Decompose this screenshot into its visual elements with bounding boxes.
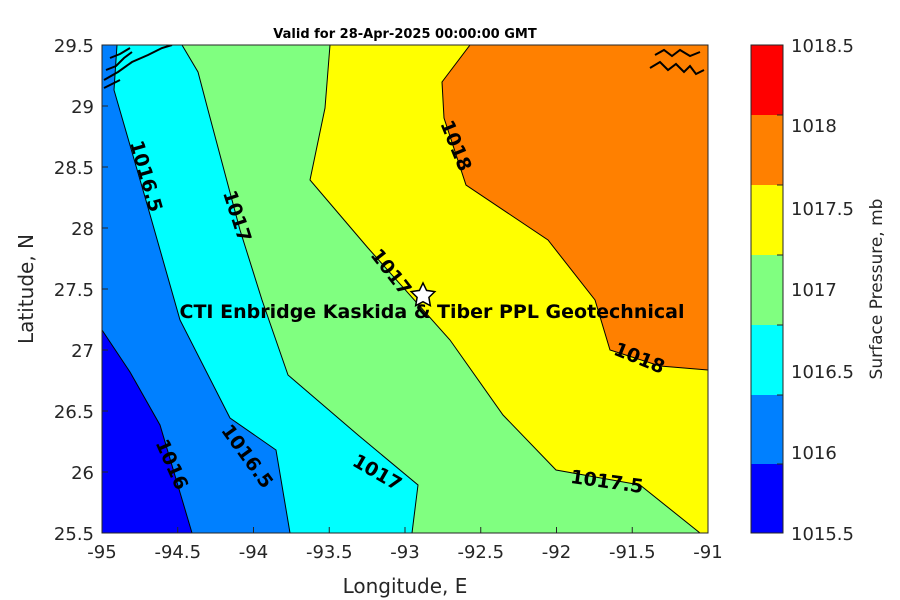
y-tick-label: 28 [71,219,94,240]
region-1015-5 [102,330,192,533]
x-axis-title: Longitude, E [343,574,468,598]
map-plot-area: 1016.5 1017 1018 1017 1018 1016 1016.5 1… [102,45,708,533]
colorbar-tick-label: 1016 [791,443,837,464]
contour-lines [102,45,708,533]
colorbar-tick-label: 1018 [791,116,837,137]
x-tick-label: -91.5 [609,542,656,563]
x-tick-label: -93.5 [306,542,353,563]
colorbar-tick-label: 1016.5 [791,362,854,383]
y-tick-label: 27 [71,341,94,362]
colorbar-title: Surface Pressure, mb [867,199,887,380]
y-tick-label: 26.5 [54,402,94,423]
colorbar-tick-label: 1017.5 [791,199,854,220]
y-tick-label: 28.5 [54,158,94,179]
x-tick-label: -92 [542,542,571,563]
y-tick-label: 29.5 [54,36,94,57]
colorbar-segment [751,185,783,255]
coastline-east [649,60,705,76]
coastline [103,45,705,89]
y-tick-label: 27.5 [54,280,94,301]
contour-line-1017-5 [309,45,701,533]
x-axis [101,527,709,533]
contour-line-1016-5 [113,45,291,533]
plot-title: Valid for 28-Apr-2025 00:00:00 GMT [273,27,537,42]
colorbar: 1018.5 1018 1017.5 1017 1016.5 1016 1015… [750,36,887,545]
colorbar-frame [750,44,784,534]
contour-line-1017 [181,45,419,533]
x-tick-label: -95 [87,542,116,563]
y-tick-labels: 29.5 29 28.5 28 27.5 27 26.5 26 25.5 [54,36,94,545]
y-tick-label: 26 [71,463,94,484]
x-tick-label: -93 [390,542,419,563]
colorbar-segment [751,395,783,464]
contour-line-1016 [102,329,193,533]
colorbar-segment [751,45,783,115]
y-axis-title: Latitude, N [14,234,38,344]
colorbar-segment [751,255,783,325]
x-tick-label: -91 [693,542,722,563]
y-tick-label: 25.5 [54,524,94,545]
x-tick-label: -94 [239,542,268,563]
contour-line-1018 [441,45,708,371]
colorbar-tick-label: 1017 [791,280,837,301]
y-tick-label: 29 [71,97,94,118]
site-label: CTI Enbridge Kaskida & Tiber PPL Geotech… [180,301,685,323]
colorbar-tick-label: 1015.5 [791,524,854,545]
colorbar-segment [751,464,783,533]
coastline-east-upper [654,48,701,58]
colorbar-tick-label: 1018.5 [791,36,854,57]
x-tick-label: -92.5 [457,542,504,563]
coastline-west-inlet [105,47,133,71]
coastline-west [103,45,173,81]
x-tick-label: -94.5 [154,542,201,563]
colorbar-segment [751,115,783,185]
x-tick-labels: -95 -94.5 -94 -93.5 -93 -92.5 -92 -91.5 … [87,542,722,563]
colorbar-segment [751,325,783,395]
y-axis [102,44,108,534]
star-icon [409,281,437,307]
coastline-island [103,79,121,89]
